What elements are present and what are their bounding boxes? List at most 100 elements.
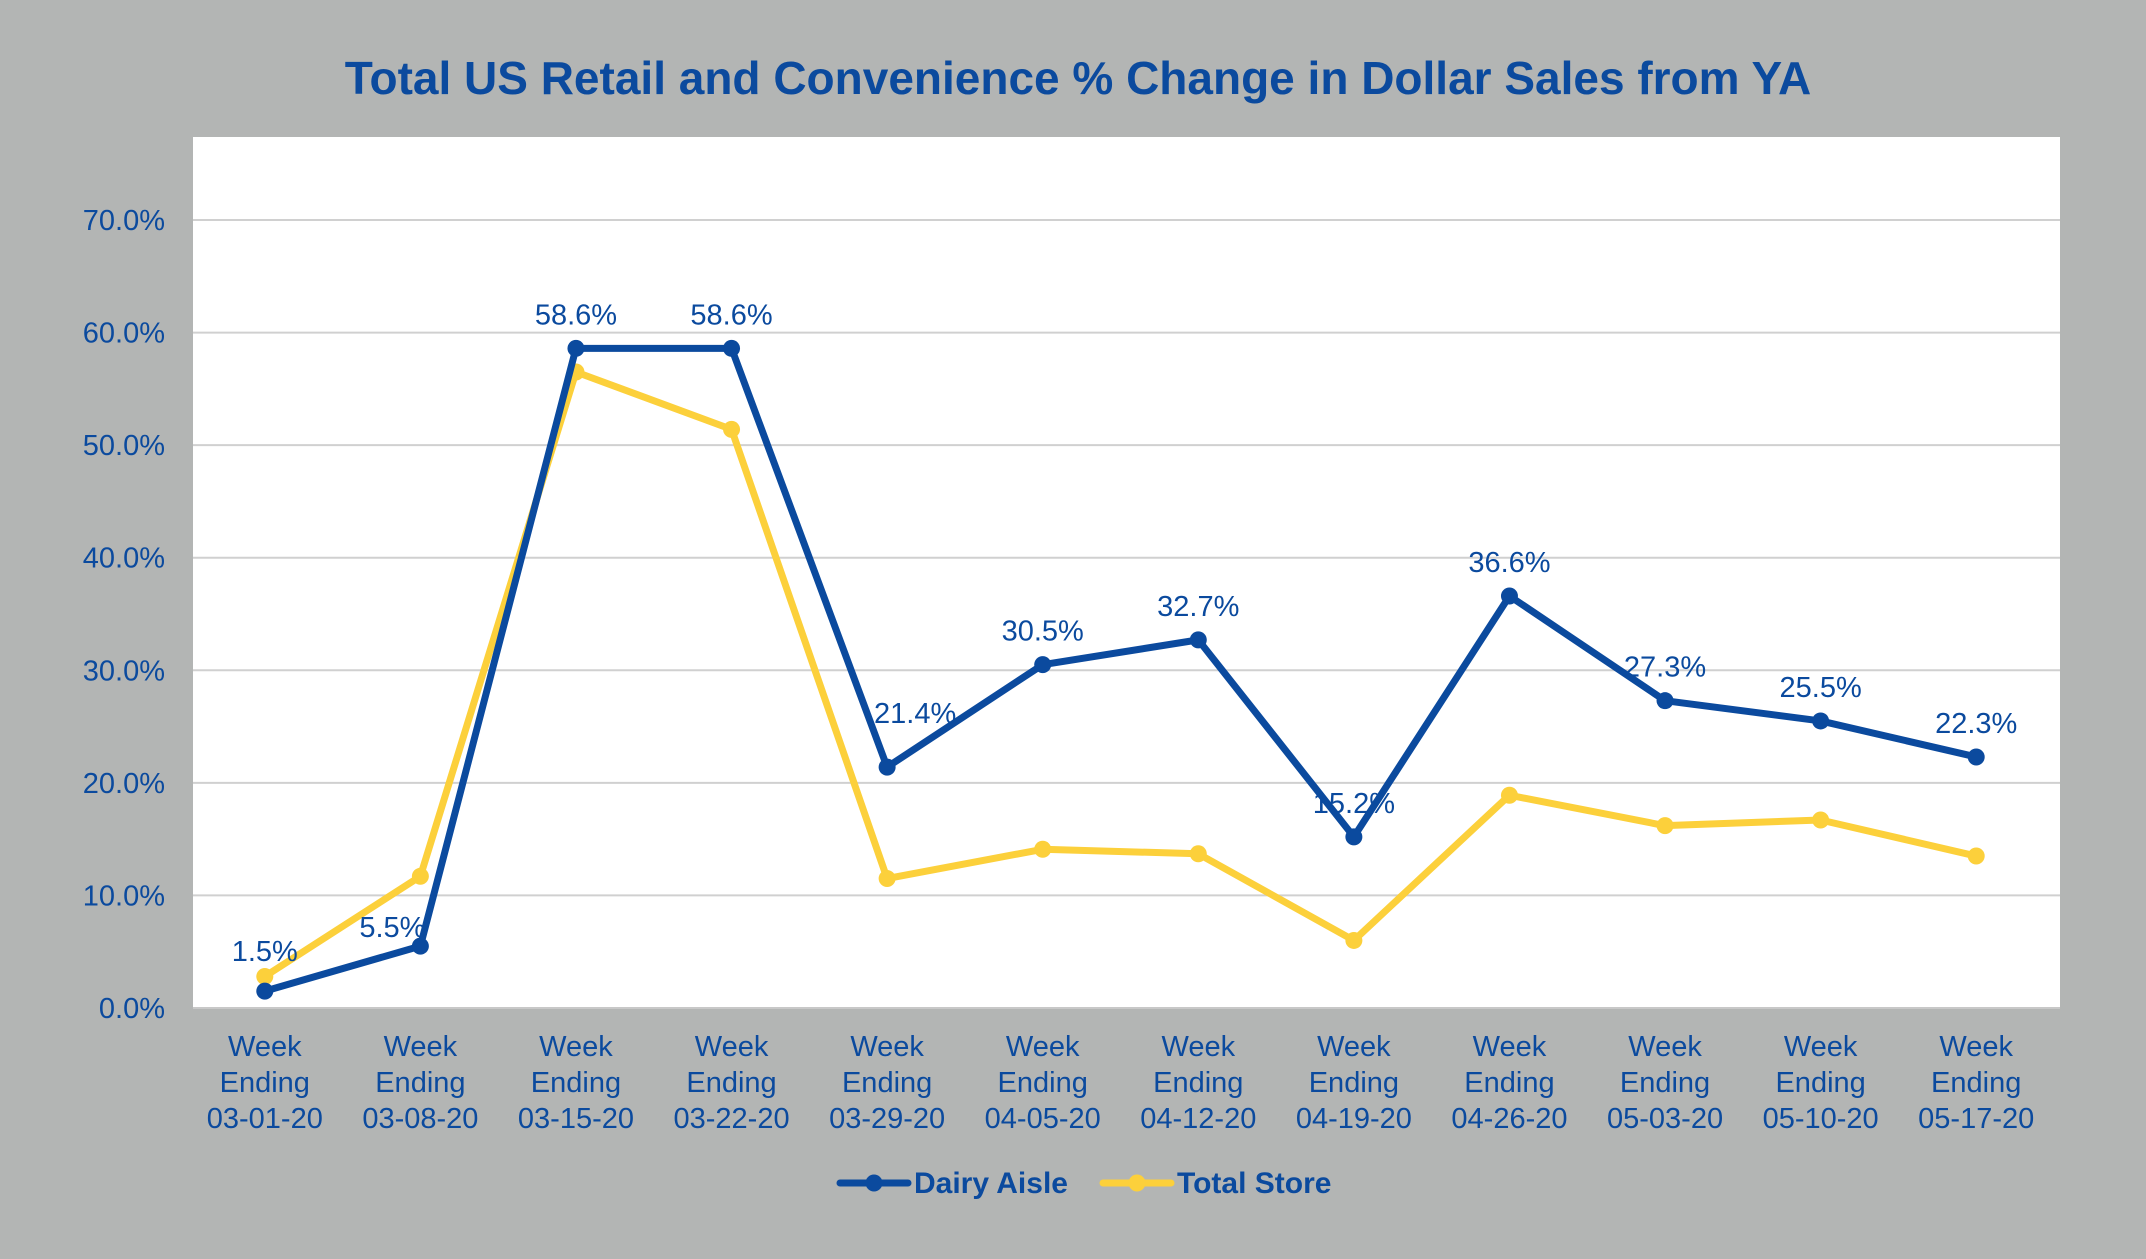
x-category-line: 03-01-20 (207, 1103, 323, 1135)
x-category-line: Week (850, 1031, 924, 1063)
data-point-total-store (1967, 847, 1985, 865)
data-point-dairy-aisle (1034, 656, 1052, 674)
x-category-line: 03-15-20 (518, 1103, 634, 1135)
x-category-line: Ending (998, 1067, 1088, 1099)
data-point-dairy-aisle (567, 339, 585, 357)
y-tick-label: 60.0% (83, 318, 165, 350)
x-category-line: Ending (842, 1067, 932, 1099)
series-line-dairy-aisle (261, 344, 1980, 995)
y-tick-label: 20.0% (83, 768, 165, 800)
x-category-line: Week (1473, 1031, 1547, 1063)
x-category-label: Week Ending 05-03-20 (1607, 1031, 1723, 1135)
x-category-line: Week (384, 1031, 458, 1063)
data-point-dairy-aisle (1345, 828, 1363, 846)
x-category-label: Week Ending 04-26-20 (1451, 1031, 1567, 1135)
x-category-label: Week Ending 03-22-20 (673, 1031, 789, 1135)
data-label: 1.5% (232, 936, 298, 968)
y-tick-label: 30.0% (83, 655, 165, 687)
x-category-line: 03-08-20 (362, 1103, 478, 1135)
data-point-dairy-aisle (878, 758, 896, 776)
x-category-line: 03-22-20 (673, 1103, 789, 1135)
x-category-line: Ending (531, 1067, 621, 1099)
x-category-label: Week Ending 05-17-20 (1918, 1031, 2034, 1135)
x-category-line: Ending (1153, 1067, 1243, 1099)
data-label: 32.7% (1157, 591, 1239, 623)
data-label: 58.6% (690, 299, 772, 331)
data-point-total-store (411, 867, 429, 885)
x-category-line: Ending (375, 1067, 465, 1099)
x-category-line: Week (1939, 1031, 2013, 1063)
legend: Dairy Aisle Total Store (836, 1167, 1331, 1200)
series-lines (256, 339, 1985, 1000)
plot-area (193, 137, 2060, 1009)
legend-label-total-store: Total Store (1177, 1167, 1331, 1200)
data-point-dairy-aisle (1967, 748, 1985, 766)
x-category-line: Ending (1620, 1067, 1710, 1099)
x-category-line: 03-29-20 (829, 1103, 945, 1135)
data-point-total-store (1812, 811, 1830, 829)
x-category-line: 05-03-20 (1607, 1103, 1723, 1135)
data-label: 25.5% (1780, 672, 1862, 704)
x-category-label: Week Ending 04-19-20 (1296, 1031, 1412, 1135)
data-point-total-store (1656, 817, 1674, 835)
y-tick-label: 50.0% (83, 430, 165, 462)
data-point-dairy-aisle (1189, 631, 1207, 649)
data-label: 5.5% (359, 912, 425, 944)
x-category-line: Ending (1309, 1067, 1399, 1099)
x-category-line: Ending (1775, 1067, 1865, 1099)
x-category-label: Week Ending 03-08-20 (362, 1031, 478, 1135)
data-label: 58.6% (535, 299, 617, 331)
x-category-label: Week Ending 05-10-20 (1763, 1031, 1879, 1135)
x-category-label: Week Ending 03-01-20 (207, 1031, 323, 1135)
legend-marker-total-store (1128, 1174, 1146, 1192)
legend-label-dairy-aisle: Dairy Aisle (914, 1167, 1068, 1200)
x-category-line: Ending (1931, 1067, 2021, 1099)
x-category-line: 04-19-20 (1296, 1103, 1412, 1135)
x-category-line: Ending (1464, 1067, 1554, 1099)
x-category-label: Week Ending 04-12-20 (1140, 1031, 1256, 1135)
x-category-line: Week (539, 1031, 613, 1063)
data-point-total-store (723, 420, 741, 438)
y-tick-label: 70.0% (83, 205, 165, 237)
x-category-label: Week Ending 03-29-20 (829, 1031, 945, 1135)
data-point-total-store (1500, 786, 1518, 804)
data-label: 15.2% (1313, 788, 1395, 820)
chart-title: Total US Retail and Convenience % Change… (345, 52, 1811, 104)
x-category-line: 04-05-20 (985, 1103, 1101, 1135)
data-point-dairy-aisle (256, 982, 274, 1000)
data-point-total-store (878, 870, 896, 888)
data-point-dairy-aisle (1656, 692, 1674, 710)
x-category-line: Ending (686, 1067, 776, 1099)
x-category-line: Week (695, 1031, 769, 1063)
data-point-dairy-aisle (411, 937, 429, 955)
y-tick-label: 0.0% (99, 993, 165, 1025)
x-category-line: Week (1161, 1031, 1235, 1063)
x-category-label: Week Ending 03-15-20 (518, 1031, 634, 1135)
y-tick-label: 10.0% (83, 880, 165, 912)
data-point-total-store (1345, 931, 1363, 949)
data-point-total-store (256, 967, 274, 985)
legend-marker-dairy-aisle (865, 1174, 883, 1192)
gridlines (193, 219, 2060, 1009)
data-point-total-store (1034, 840, 1052, 858)
y-tick-label: 40.0% (83, 543, 165, 575)
x-category-line: Week (1006, 1031, 1080, 1063)
data-point-dairy-aisle (1500, 587, 1518, 605)
data-label: 36.6% (1468, 547, 1550, 579)
x-category-line: Ending (220, 1067, 310, 1099)
x-category-line: 04-12-20 (1140, 1103, 1256, 1135)
data-point-dairy-aisle (723, 339, 741, 357)
x-category-line: 05-17-20 (1918, 1103, 2034, 1135)
x-category-label: Week Ending 04-05-20 (985, 1031, 1101, 1135)
x-category-line: Week (1317, 1031, 1391, 1063)
data-label: 27.3% (1624, 652, 1706, 684)
data-label: 30.5% (1002, 616, 1084, 648)
data-point-total-store (1189, 845, 1207, 863)
x-category-line: 04-26-20 (1451, 1103, 1567, 1135)
x-category-line: Week (1784, 1031, 1858, 1063)
data-point-dairy-aisle (1812, 712, 1830, 730)
x-category-line: Week (1628, 1031, 1702, 1063)
